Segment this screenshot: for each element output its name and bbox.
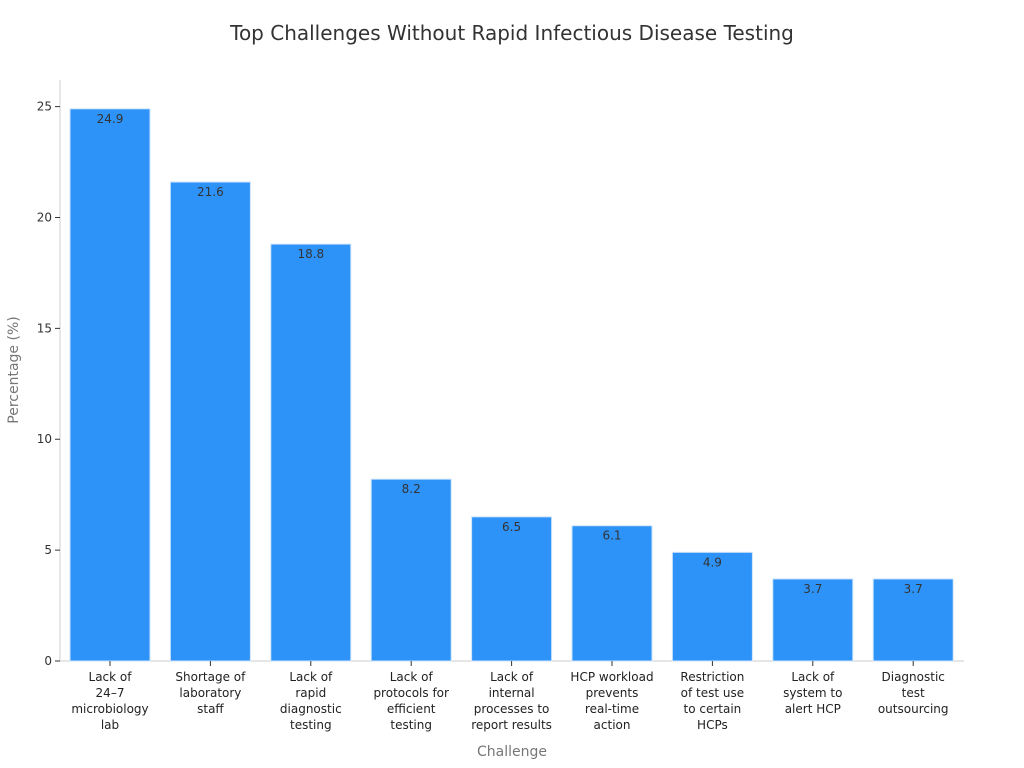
x-tick-label-line: Shortage of <box>175 670 246 684</box>
x-tick-label-line: action <box>594 718 631 732</box>
data-label: 21.6 <box>197 185 224 199</box>
x-tick-label: HCP workload prevents real-time action <box>570 670 653 732</box>
x-tick-label: Lack of system to alert HCP <box>783 670 842 716</box>
x-tick-label-line: testing <box>290 718 332 732</box>
x-tick-label-line: to certain <box>684 702 742 716</box>
bar <box>169 181 251 662</box>
data-label: 24.9 <box>97 112 124 126</box>
x-tick-label-line: Diagnostic <box>882 670 945 684</box>
bar <box>270 243 352 662</box>
y-tick-label: 20 <box>37 210 52 224</box>
x-tick-label: Diagnostic test outsourcing <box>878 670 949 716</box>
bar <box>571 525 653 662</box>
x-axis-label: Challenge <box>477 744 547 760</box>
bar <box>69 108 151 662</box>
x-tick-label-line: Lack of <box>89 670 133 684</box>
x-tick-label-line: Restriction <box>680 670 744 684</box>
x-tick-label-line: Lack of <box>289 670 333 684</box>
plot-area: 0 5 10 15 20 25 24.9 Lack of 24–7 microbiology lab… <box>37 80 964 732</box>
bar <box>671 551 753 662</box>
x-tick-label: Lack of 24–7 microbiology lab <box>71 670 148 732</box>
x-tick-label-line: protocols for <box>373 686 449 700</box>
y-tick-label: 15 <box>37 321 52 335</box>
data-label: 3.7 <box>904 582 923 596</box>
x-tick-label: Lack of protocols for efficient testing <box>373 670 449 732</box>
x-tick-label-line: system to <box>783 686 842 700</box>
data-label: 4.9 <box>703 555 722 569</box>
x-tick-label-line: outsourcing <box>878 702 949 716</box>
data-label: 6.1 <box>602 529 621 543</box>
bar <box>471 516 553 662</box>
x-tick-label-line: diagnostic <box>280 702 342 716</box>
x-tick-label-line: testing <box>390 718 432 732</box>
x-tick-label-line: laboratory <box>179 686 241 700</box>
x-tick-label-line: processes to <box>474 702 550 716</box>
x-tick-label-line: lab <box>101 718 119 732</box>
x-tick-label-line: test <box>902 686 925 700</box>
bar <box>370 478 452 662</box>
data-label: 18.8 <box>297 247 324 261</box>
data-label: 3.7 <box>803 582 822 596</box>
y-axis-label: Percentage (%) <box>6 316 22 423</box>
x-tick-label-line: 24–7 <box>96 686 125 700</box>
x-tick-label-line: alert HCP <box>785 702 841 716</box>
x-tick-label: Restriction of test use to certain HCPs <box>680 670 744 732</box>
x-tick-label: Lack of rapid diagnostic testing <box>280 670 342 732</box>
x-tick-label-line: report results <box>471 718 552 732</box>
x-tick-label-line: HCPs <box>697 718 728 732</box>
x-tick-label-line: prevents <box>586 686 639 700</box>
x-tick-label-line: of test use <box>681 686 744 700</box>
x-tick-label-line: HCP workload <box>570 670 653 684</box>
x-tick-label-line: microbiology <box>71 702 148 716</box>
x-tick-label: Lack of internal processes to report result… <box>471 670 552 732</box>
x-tick-label-line: internal <box>489 686 535 700</box>
bar <box>772 578 854 662</box>
y-tick-label: 10 <box>37 432 52 446</box>
x-tick-label-line: efficient <box>387 702 436 716</box>
y-tick-label: 0 <box>44 654 52 668</box>
y-tick-label: 5 <box>44 543 52 557</box>
x-tick-label-line: Lack of <box>390 670 434 684</box>
data-label: 8.2 <box>402 482 421 496</box>
x-tick-label: Shortage of laboratory staff <box>175 670 246 716</box>
chart-title: Top Challenges Without Rapid Infectious … <box>229 21 794 45</box>
x-tick-label-line: real-time <box>585 702 639 716</box>
x-tick-label-line: staff <box>197 702 224 716</box>
data-label: 6.5 <box>502 520 521 534</box>
x-tick-label-line: rapid <box>295 686 326 700</box>
x-tick-label-line: Lack of <box>791 670 835 684</box>
x-tick-label-line: Lack of <box>490 670 534 684</box>
y-tick-label: 25 <box>37 100 52 114</box>
